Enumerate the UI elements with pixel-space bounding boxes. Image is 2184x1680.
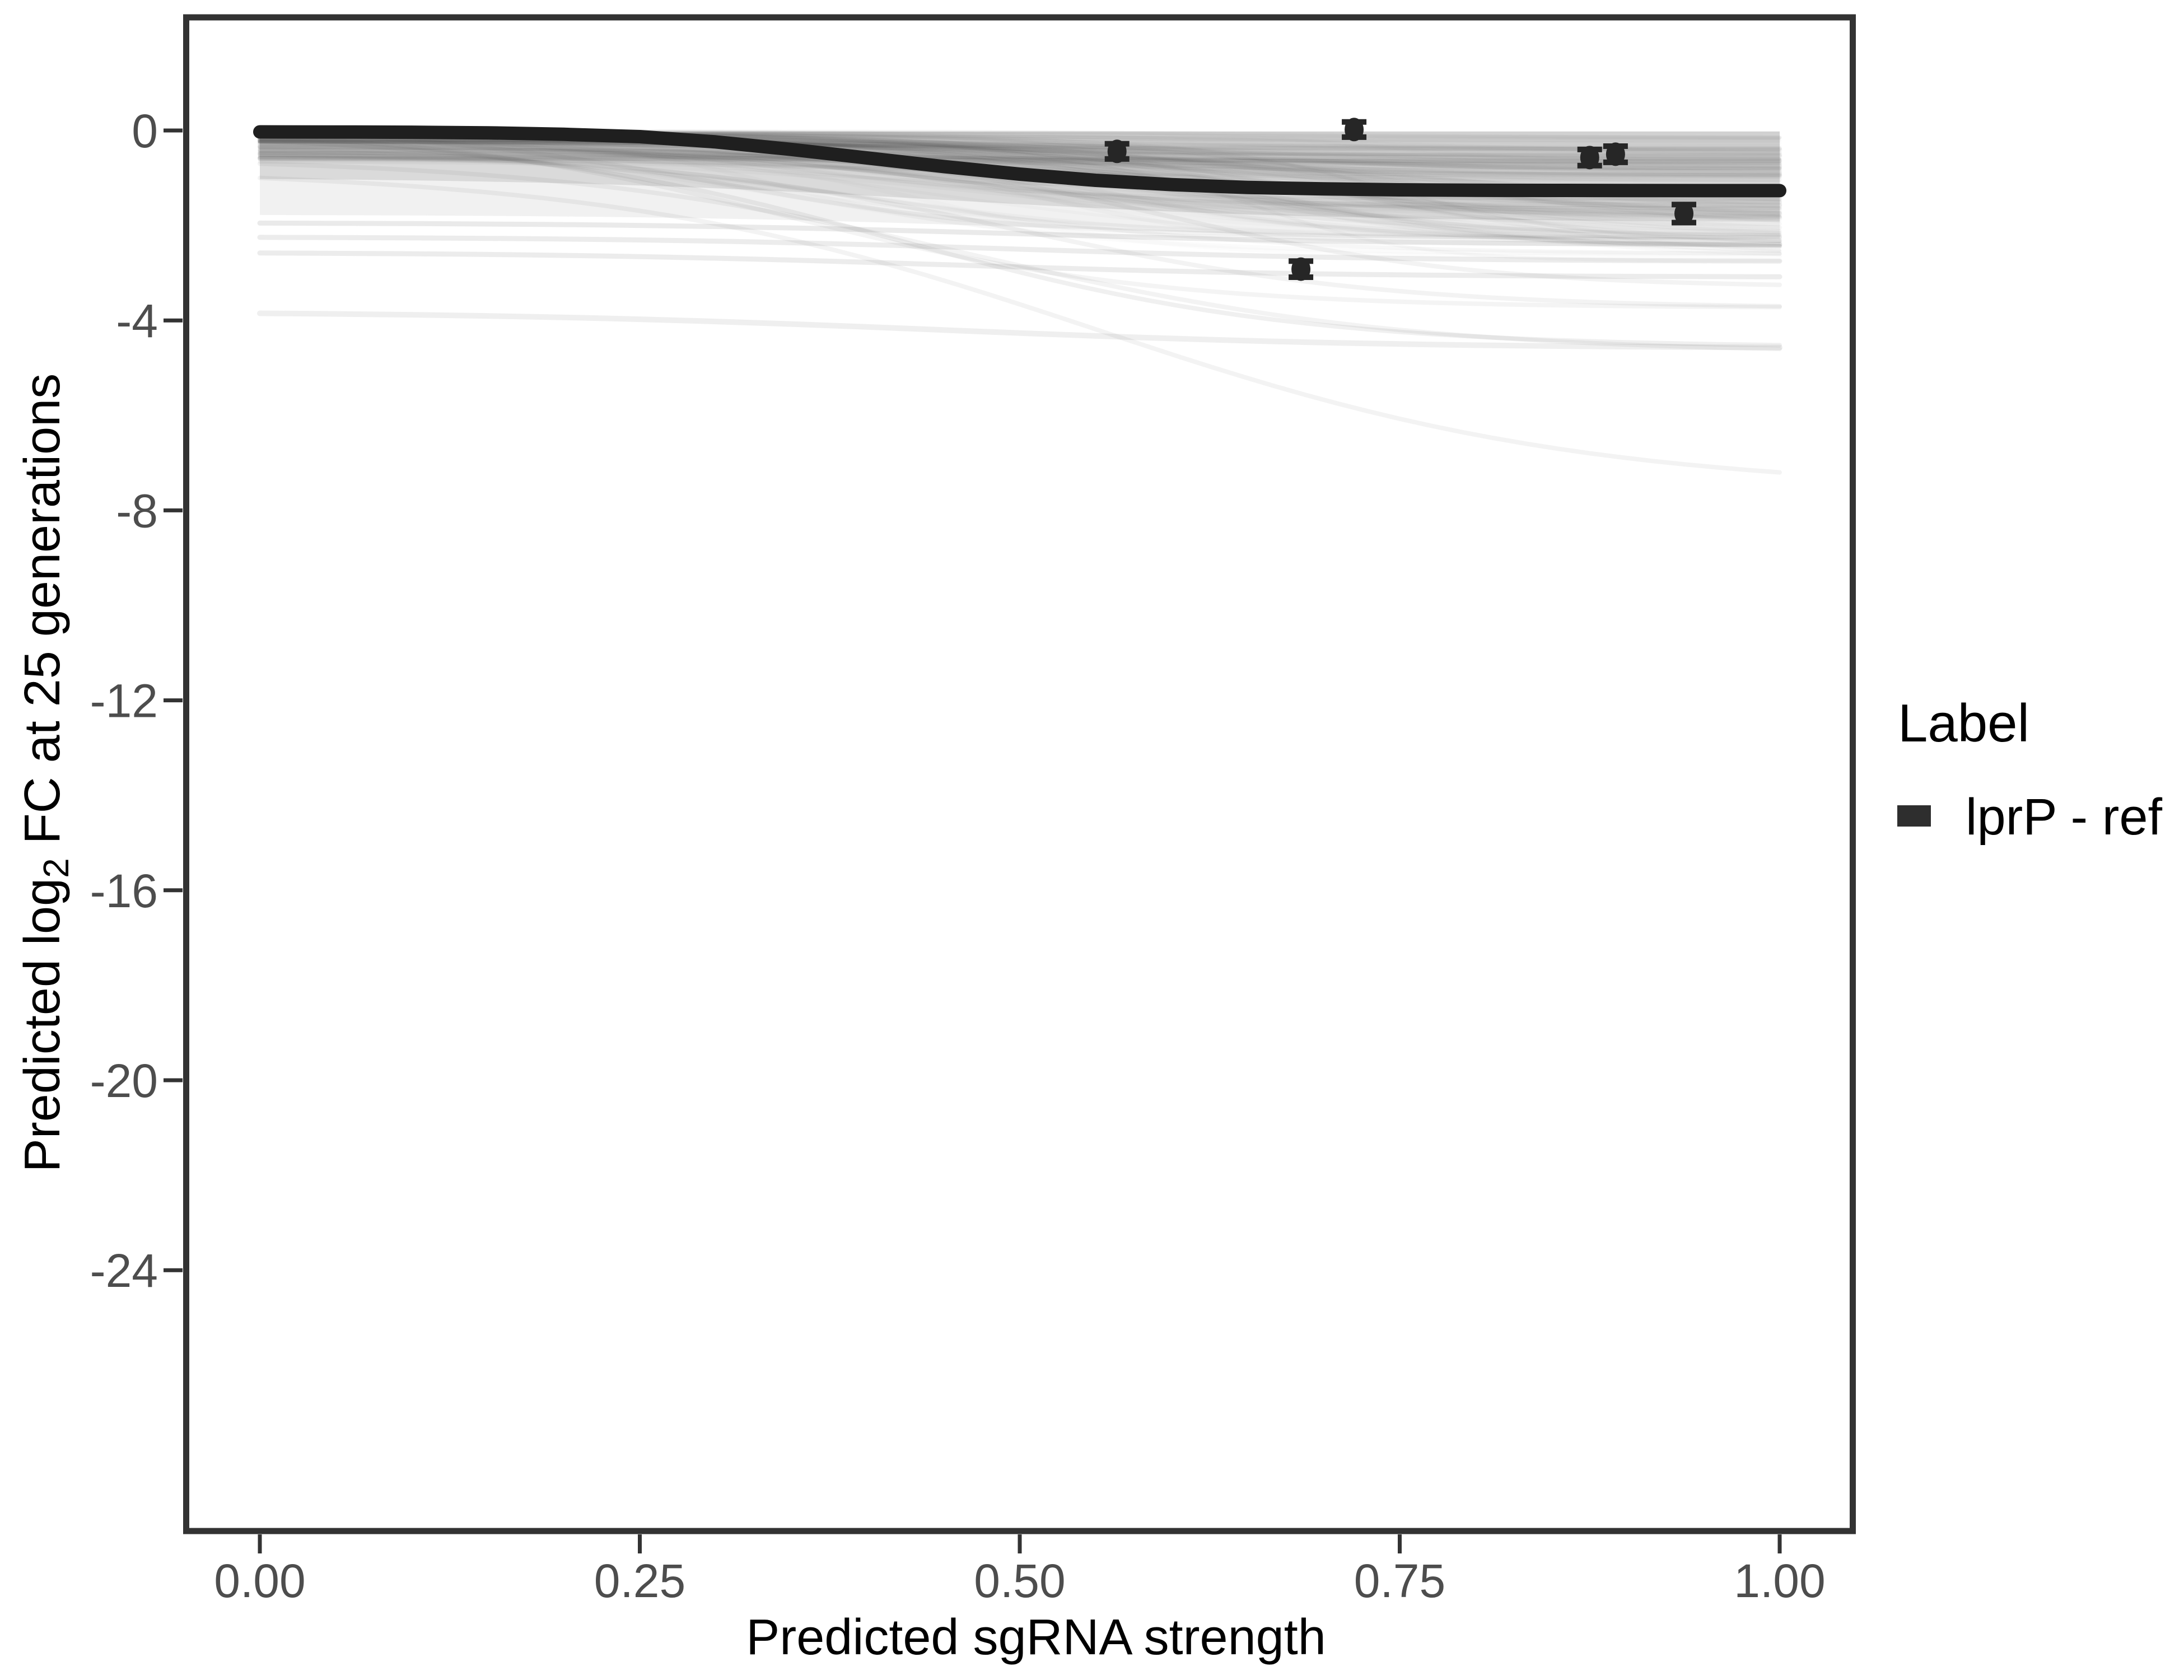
- y-tick-label: -12: [90, 675, 158, 727]
- ensemble-strand: [257, 156, 1782, 221]
- legend-entry-label: lprP - ref: [1966, 788, 2163, 846]
- y-tick-label: -16: [90, 865, 158, 917]
- ensemble-strand: [258, 139, 1782, 237]
- x-tick-label: 0.50: [974, 1555, 1066, 1607]
- ensemble-strand-distinct: [258, 130, 1782, 240]
- x-tick-label: 0.25: [594, 1555, 686, 1607]
- data-point-marker: [1291, 257, 1311, 281]
- ensemble-strand: [257, 144, 1782, 207]
- ensemble-strand-distinct: [257, 220, 1782, 247]
- y-axis-title-subscript: 2: [36, 858, 76, 878]
- x-tick-label: 1.00: [1734, 1555, 1826, 1607]
- panel-border: [183, 14, 1856, 1534]
- data-point-marker: [1345, 118, 1364, 142]
- ensemble-strand: [258, 140, 1782, 158]
- legend: Label lprP - ref: [1897, 693, 2163, 846]
- ensemble-strand: [258, 147, 1782, 219]
- x-axis-ticks: 0.00 0.25 0.50 0.75 1.00: [214, 1534, 1826, 1607]
- y-tick-label: -24: [90, 1244, 158, 1297]
- ensemble-strand-distinct: [257, 235, 1782, 264]
- ensemble-strand-distinct: [258, 144, 1782, 287]
- error-point: [1577, 146, 1602, 170]
- ensemble-strand-distinct: [257, 250, 1782, 279]
- y-tick-label: -20: [90, 1054, 158, 1107]
- y-axis-title: Predicted log2 FC at 25 generations: [15, 374, 76, 1172]
- data-point-marker: [1580, 146, 1599, 170]
- ensemble-strand: [258, 153, 1782, 255]
- ensemble-strand-distinct: [258, 134, 1782, 310]
- ensemble-strand-distinct: [258, 152, 1782, 309]
- data-point-marker: [1674, 202, 1694, 226]
- error-point: [1104, 139, 1130, 164]
- y-axis-title-post: FC at 25 generations: [15, 374, 71, 858]
- data-point-marker: [1606, 142, 1625, 166]
- error-point: [1289, 257, 1314, 281]
- error-point: [1672, 202, 1697, 226]
- ensemble-strand-distinct: [257, 310, 1782, 351]
- x-tick-label: 0.00: [214, 1555, 306, 1607]
- y-axis-title-pre: Predicted log: [15, 878, 71, 1172]
- y-tick-label: -8: [116, 484, 158, 537]
- ensemble-strand-distinct: [258, 161, 1782, 352]
- error-bar-points: [1104, 118, 1697, 281]
- error-point: [1603, 142, 1628, 166]
- ensemble-band: [260, 131, 1780, 239]
- data-point-marker: [1107, 139, 1127, 164]
- ensemble-strand-distinct: [258, 175, 1782, 475]
- x-tick-label: 0.75: [1354, 1555, 1446, 1607]
- ensemble-strand: [258, 144, 1781, 200]
- legend-key-swatch: [1897, 805, 1931, 827]
- error-point: [1342, 118, 1367, 142]
- lprp-ref-curve: [253, 125, 1786, 198]
- y-tick-label: -4: [116, 295, 158, 347]
- x-axis-title: Predicted sgRNA strength: [746, 1609, 1326, 1665]
- y-tick-label: 0: [132, 105, 158, 157]
- ensemble-strand: [258, 153, 1782, 164]
- legend-title: Label: [1898, 693, 2029, 753]
- ensemble-strand-distinct: [258, 138, 1782, 348]
- y-axis-ticks: 0 -4 -8 -12 -16 -20 -24: [90, 105, 183, 1297]
